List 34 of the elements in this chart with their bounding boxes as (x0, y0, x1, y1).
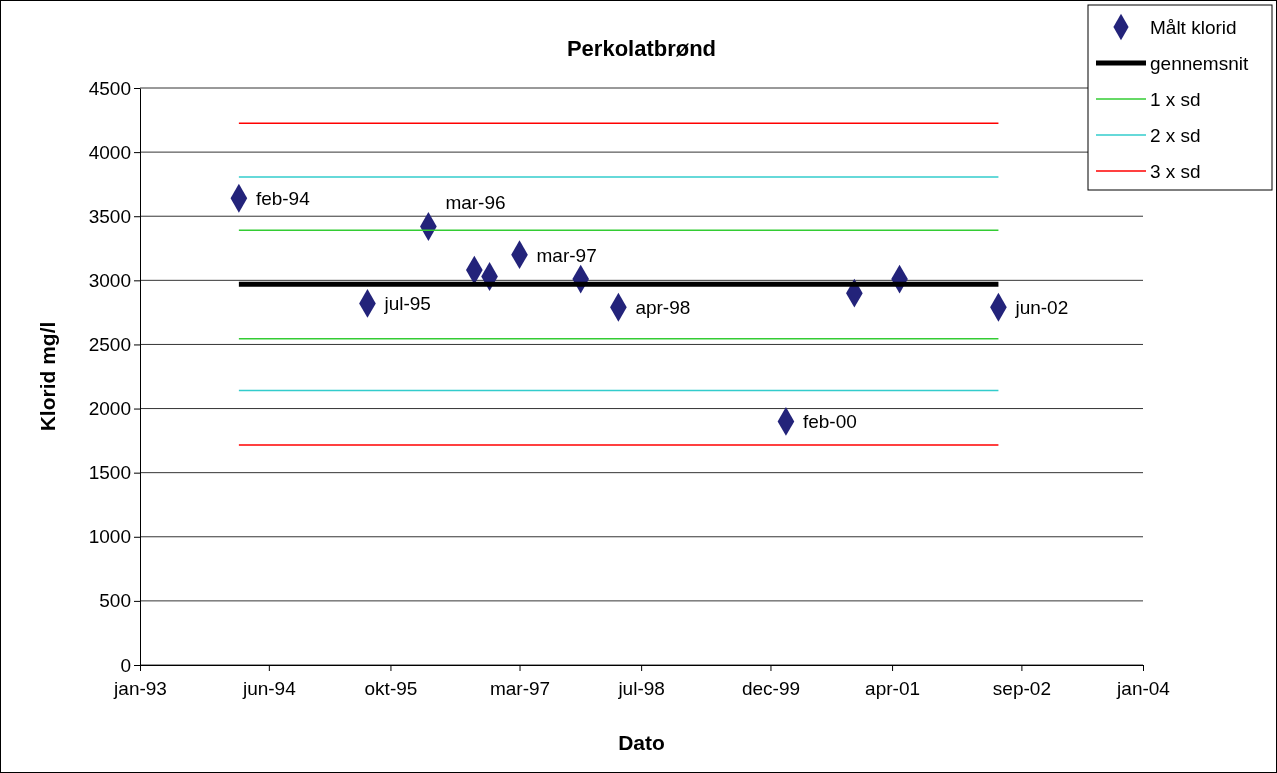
legend-label: Målt klorid (1150, 17, 1237, 38)
data-label: mar-97 (536, 244, 597, 266)
x-tick-label: jan-93 (113, 677, 167, 699)
data-label: jul-95 (383, 293, 431, 315)
y-axis-title: Klorid mg/l (36, 321, 59, 432)
x-tick-label: mar-97 (489, 677, 551, 699)
legend-label: 3 x sd (1150, 161, 1201, 182)
y-tick-label: 3000 (88, 269, 131, 291)
legend-label: 1 x sd (1150, 89, 1201, 110)
x-tick-label: okt-95 (364, 677, 418, 699)
data-label: apr-98 (635, 297, 691, 319)
data-label: feb-00 (802, 411, 857, 433)
y-tick-label: 2500 (88, 334, 131, 356)
y-tick-label: 1000 (88, 526, 131, 548)
y-tick-label: 4000 (88, 141, 131, 163)
legend-label: 2 x sd (1150, 125, 1201, 146)
y-tick-label: 1500 (88, 462, 131, 484)
y-tick-label: 2000 (88, 398, 131, 420)
y-tick-label: 3500 (88, 205, 131, 227)
data-label: jun-02 (1014, 297, 1069, 319)
x-axis-title: Dato (618, 731, 665, 754)
data-label: mar-96 (445, 192, 506, 214)
chart-title: Perkolatbrønd (566, 36, 717, 61)
y-tick-label: 500 (99, 590, 131, 612)
x-tick-label: jun-94 (241, 677, 297, 699)
x-tick-label: sep-02 (992, 677, 1051, 699)
x-tick-label: dec-99 (741, 677, 801, 699)
y-tick-label: 4500 (88, 77, 131, 99)
y-tick-label: 0 (120, 654, 131, 676)
x-tick-label: jan-04 (1116, 677, 1171, 699)
data-label: feb-94 (255, 188, 311, 210)
legend-label: gennemsnit (1150, 53, 1249, 74)
x-tick-label: apr-01 (865, 677, 921, 699)
x-tick-label: jul-98 (617, 677, 665, 699)
